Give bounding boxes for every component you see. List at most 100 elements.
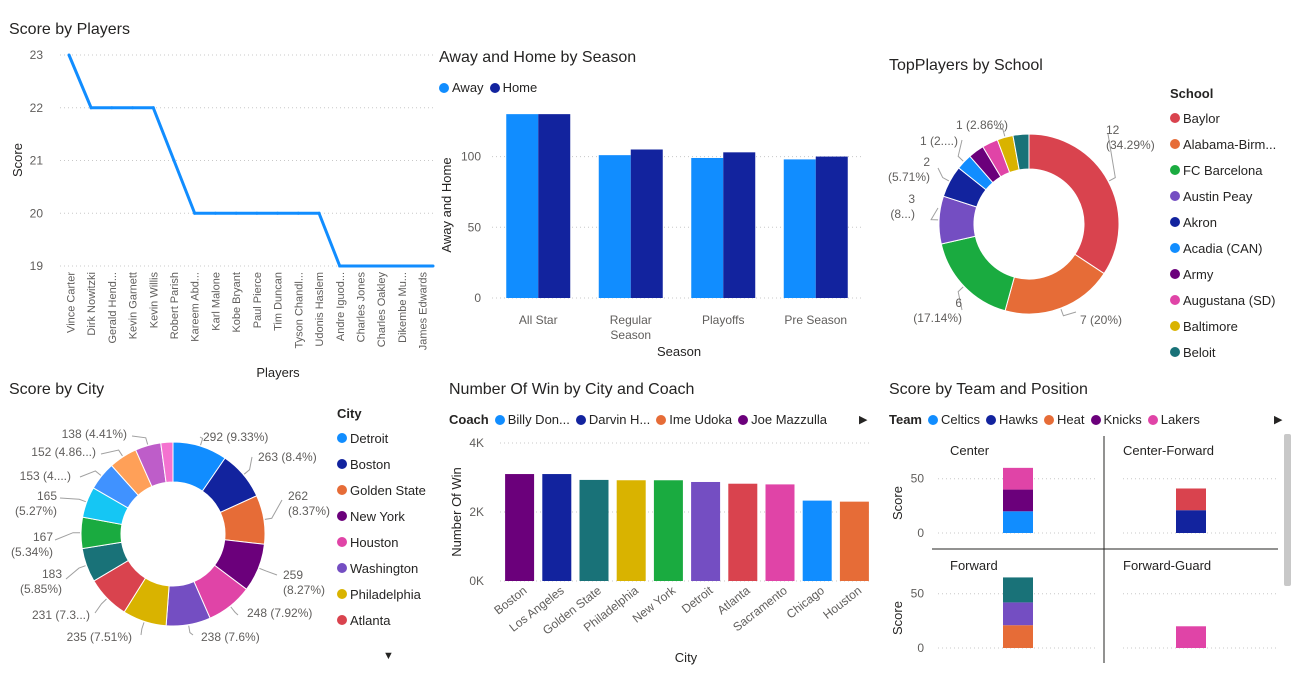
legend-label: Acadia (CAN)	[1183, 240, 1263, 256]
legend-item[interactable]: Atlanta	[337, 607, 426, 633]
legend-dot	[738, 414, 749, 425]
x-tick-label: James Edwards	[418, 272, 430, 351]
legend-item[interactable]: Heat	[1044, 412, 1085, 427]
data-label: (34.29%)	[1106, 138, 1155, 152]
legend-dot	[337, 589, 347, 599]
legend-next-icon[interactable]: ▶	[859, 414, 868, 426]
bar-segment	[1003, 602, 1033, 626]
y-tick-label: 50	[468, 220, 482, 234]
data-label: (8...)	[890, 207, 915, 221]
line-series	[67, 54, 433, 268]
donut-slice	[940, 235, 1015, 312]
legend-item[interactable]: Lakers	[1147, 412, 1200, 427]
data-label: 262	[288, 489, 308, 503]
data-point	[89, 106, 93, 110]
legend-item[interactable]: Baylor	[1170, 105, 1276, 131]
data-label: (5.34%)	[11, 545, 53, 559]
legend-dot	[656, 414, 667, 425]
top-players-panel: TopPlayers by School 12 (34.29%) 7 (20%) 6(…	[880, 0, 1298, 385]
legend-item[interactable]: Knicks	[1090, 412, 1142, 427]
legend-scroll-down-icon[interactable]: ▼	[383, 650, 394, 662]
legend-item[interactable]: Boston	[337, 451, 426, 477]
panel-title: Score by Team and Position	[889, 381, 1088, 398]
legend-item[interactable]: Acadia (CAN)	[1170, 235, 1276, 261]
legend-item[interactable]: Philadelphia	[337, 581, 426, 607]
legend-dot	[494, 414, 505, 425]
leader-line	[994, 127, 1006, 137]
wins-panel: Number Of Win by City and Coach Coach Bi…	[440, 370, 880, 697]
leader-line	[937, 167, 950, 182]
data-label: 183	[42, 567, 62, 581]
data-label: 2	[923, 155, 930, 169]
team-position-panel: Score by Team and Position Team Celtics H…	[880, 370, 1298, 697]
legend-dot	[1170, 295, 1180, 305]
legend-dot	[489, 82, 500, 93]
scrollbar[interactable]	[1284, 434, 1291, 586]
legend-item[interactable]: Army	[1170, 261, 1276, 287]
legend-item[interactable]: Billy Don...	[494, 412, 570, 427]
data-label: 138 (4.41%)	[62, 427, 127, 441]
bar	[579, 479, 609, 581]
legend-item[interactable]: Austin Peay	[1170, 183, 1276, 209]
x-tick-label: All Star	[519, 313, 558, 327]
data-label: 167	[33, 530, 53, 544]
y-tick-label: 21	[30, 154, 44, 168]
legend-item[interactable]: Houston	[337, 529, 426, 555]
legend-item[interactable]: Hawks	[986, 412, 1038, 427]
legend-item[interactable]: Ime Udoka	[656, 412, 732, 427]
x-tick-label: Detroit	[679, 583, 716, 616]
data-label: (5.71%)	[888, 170, 930, 184]
legend-next-icon[interactable]: ▶	[1274, 414, 1283, 426]
legend-item[interactable]: Akron	[1170, 209, 1276, 235]
legend-item[interactable]: FC Barcelona	[1170, 157, 1276, 183]
legend-item[interactable]: New York	[337, 503, 426, 529]
x-tick-label: Chicago	[784, 583, 828, 621]
x-tick-label: Kareem Abd...	[190, 272, 202, 342]
legend-item[interactable]: Augustana (SD)	[1170, 287, 1276, 313]
x-tick-label: Charles Oakley	[376, 272, 388, 348]
legend-label: New York	[350, 508, 405, 524]
data-label: 292 (9.33%)	[203, 430, 268, 444]
legend-label: Houston	[350, 534, 399, 550]
x-tick-label: Regular	[610, 313, 652, 327]
leader-line	[1060, 309, 1077, 317]
legend-item[interactable]: Darvin H...	[575, 412, 650, 427]
legend-item[interactable]: Joe Mazzulla	[738, 412, 827, 427]
data-label: 1 (2....)	[920, 134, 958, 148]
x-tick-label: Playoffs	[702, 313, 744, 327]
legend-dot	[337, 433, 347, 443]
legend-dot	[1170, 165, 1180, 175]
legend-item[interactable]: Baltimore	[1170, 313, 1276, 339]
bar-segment	[1176, 510, 1206, 533]
legend-item[interactable]: Detroit	[337, 425, 426, 451]
data-label: 7 (20%)	[1080, 313, 1122, 327]
legend-item[interactable]: Washington	[337, 555, 426, 581]
legend-item[interactable]: Beloit	[1170, 339, 1276, 365]
x-tick-label: Dikembe Mu...	[397, 272, 409, 343]
score-by-city-donut: 292 (9.33%) 263 (8.4%) 262(8.37%) 259(8.27%…	[11, 427, 330, 644]
legend-item-home[interactable]: Home	[489, 80, 537, 95]
legend-item[interactable]: Celtics	[928, 412, 980, 427]
x-tick-label: Kevin Willis	[148, 272, 160, 329]
y-tick-label: 19	[30, 259, 44, 273]
x-tick-label: Udonis Haslem	[314, 272, 326, 347]
data-point	[400, 264, 404, 268]
legend-dot	[1170, 191, 1180, 201]
bar	[505, 474, 535, 581]
legend-item-away[interactable]: Away	[439, 80, 484, 95]
panel-title: Number Of Win by City and Coach	[449, 381, 695, 398]
legend-label: Boston	[350, 456, 391, 472]
leader-line	[199, 436, 204, 446]
y-tick-label: 22	[30, 101, 44, 115]
legend-dot	[1170, 139, 1180, 149]
legend-title: Team	[889, 412, 922, 427]
donut-slice	[1012, 133, 1030, 171]
legend-item[interactable]: Golden State	[337, 477, 426, 503]
legend-dot	[1170, 321, 1180, 331]
data-label: (5.85%)	[20, 582, 62, 596]
legend-dot	[1170, 113, 1180, 123]
x-tick-label: New York	[630, 583, 679, 626]
legend-item[interactable]: Alabama-Birm...	[1170, 131, 1276, 157]
x-tick-label: Season	[610, 328, 651, 342]
